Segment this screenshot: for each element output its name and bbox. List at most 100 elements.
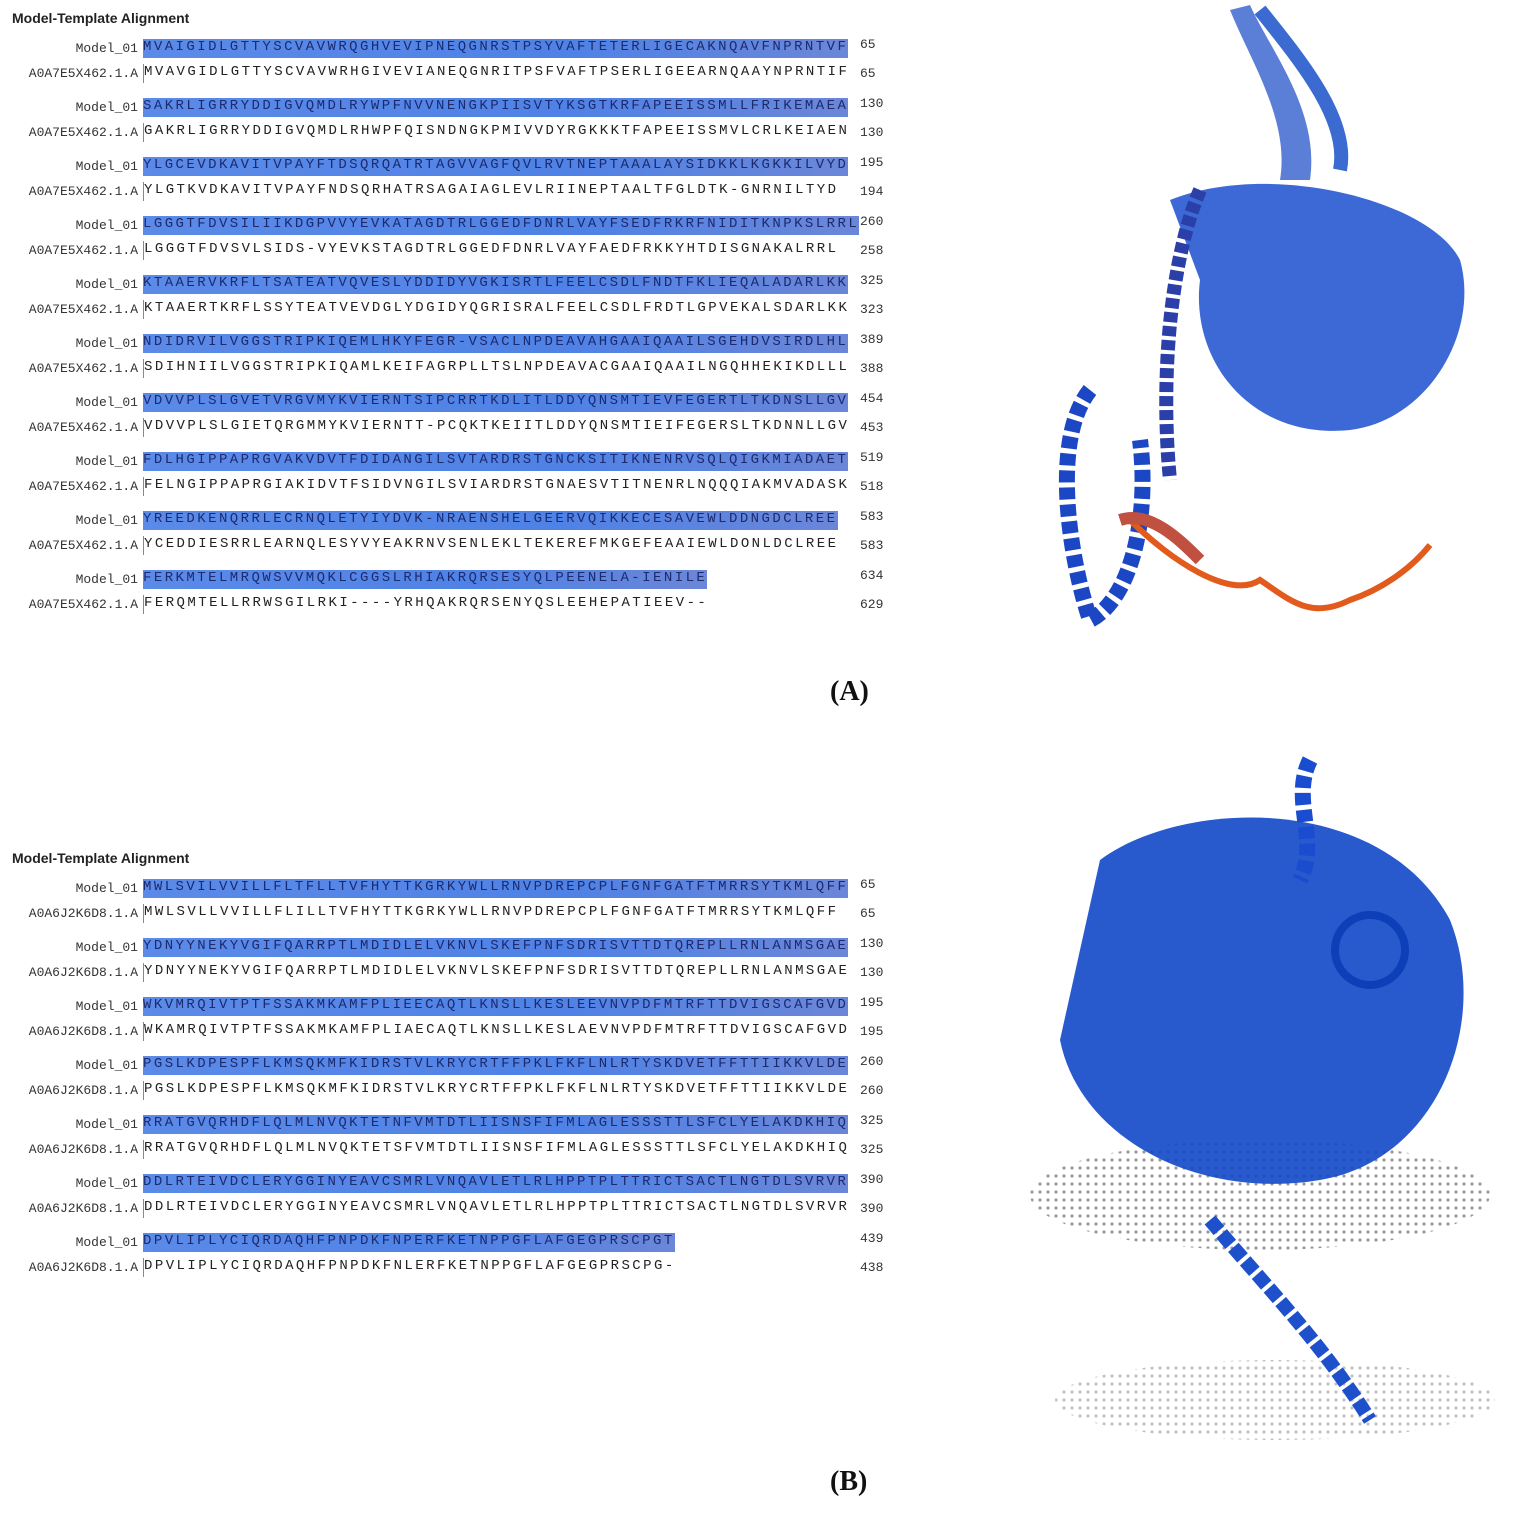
model-sequence: MWLSVILVVILLFLTFLLTVFHYTTKGRKYWLLRNVPDRE… xyxy=(143,879,849,898)
model-sequence: FDLHGIPPAPRGVAKVDVTFDIDANGILSVTARDRSTGNC… xyxy=(143,452,849,471)
template-name: A0A7E5X462.1.A xyxy=(28,479,138,494)
template-name: A0A6J2K6D8.1.A xyxy=(28,1201,138,1216)
template-end: 388 xyxy=(860,361,884,376)
model-name: Model_01 xyxy=(75,999,138,1014)
template-end: 260 xyxy=(860,1083,884,1098)
model-sequence: YREEDKENQRRLECRNQLETYIYDVK-NRAENSHELGEER… xyxy=(143,511,838,530)
model-end: 195 xyxy=(860,155,884,170)
template-name: A0A7E5X462.1.A xyxy=(28,597,138,612)
model-end: 130 xyxy=(860,936,884,951)
model-sequence: YDNYYNEKYVGIFQARRPTLMDIDLELVKNVLSKEFPNFS… xyxy=(143,938,849,957)
protein-structure-b xyxy=(1030,756,1495,1440)
model-name: Model_01 xyxy=(75,1058,138,1073)
template-end: 438 xyxy=(860,1260,884,1275)
model-sequence: YLGCEVDKAVITVPAYFTDSQRQATRTAGVVAGFQVLRVT… xyxy=(143,157,849,176)
model-sequence: DDLRTEIVDCLERYGGINYEAVCSMRLVNQAVLETLRLHP… xyxy=(143,1174,849,1193)
template-name: A0A7E5X462.1.A xyxy=(28,538,138,553)
model-name: Model_01 xyxy=(75,159,138,174)
template-name: A0A6J2K6D8.1.A xyxy=(28,1260,138,1275)
model-end: 325 xyxy=(860,273,884,288)
template-end: 323 xyxy=(860,302,884,317)
template-sequence: MWLSVLLVVILLFLILLTVFHYTTKGRKYWLLRNVPDREP… xyxy=(143,904,839,923)
template-sequence: LGGGTFDVSVLSIDS-VYEVKSTAGDTRLGGEDFDNRLVA… xyxy=(143,241,839,260)
template-sequence: KTAAERTKRFLSSYTEATVEVDGLYDGIDYQGRISRALFE… xyxy=(143,300,849,319)
template-name: A0A6J2K6D8.1.A xyxy=(28,1142,138,1157)
model-end: 65 xyxy=(860,37,876,52)
template-sequence: MVAVGIDLGTTYSCVAVWRHGIVEVIANEQGNRITPSFVA… xyxy=(143,64,849,83)
panel-label: (B) xyxy=(830,1466,868,1497)
model-sequence: PGSLKDPESPFLKMSQKMFKIDRSTVLKRYCRTFFPKLFK… xyxy=(143,1056,849,1075)
model-sequence: VDVVPLSLGVETVRGVMYKVIERNTSIPCRRTKDLITLDD… xyxy=(143,393,849,412)
template-name: A0A7E5X462.1.A xyxy=(28,420,138,435)
model-name: Model_01 xyxy=(75,41,138,56)
template-end: 194 xyxy=(860,184,884,199)
template-name: A0A7E5X462.1.A xyxy=(28,184,138,199)
template-name: A0A6J2K6D8.1.A xyxy=(28,906,138,921)
template-sequence: DDLRTEIVDCLERYGGINYEAVCSMRLVNQAVLETLRLHP… xyxy=(143,1199,849,1218)
model-end: 389 xyxy=(860,332,884,347)
model-sequence: DPVLIPLYCIQRDAQHFPNPDKFNPERFKETNPPGFLAFG… xyxy=(143,1233,675,1252)
model-sequence: RRATGVQRHDFLQLMLNVQKTETNFVMTDTLIISNSFIFM… xyxy=(143,1115,849,1134)
template-sequence: GAKRLIGRRYDDIGVQMDLRHWPFQISNDNGKPMIVVDYR… xyxy=(143,123,849,142)
template-name: A0A7E5X462.1.A xyxy=(28,125,138,140)
template-end: 258 xyxy=(860,243,884,258)
template-end: 583 xyxy=(860,538,884,553)
model-end: 130 xyxy=(860,96,884,111)
model-name: Model_01 xyxy=(75,881,138,896)
model-name: Model_01 xyxy=(75,513,138,528)
template-end: 453 xyxy=(860,420,884,435)
model-name: Model_01 xyxy=(75,454,138,469)
template-end: 130 xyxy=(860,965,884,980)
model-end: 195 xyxy=(860,995,884,1010)
model-sequence: LGGGTFDVSILIIKDGPVVYEVKATAGDTRLGGEDFDNRL… xyxy=(143,216,860,235)
template-name: A0A6J2K6D8.1.A xyxy=(28,1024,138,1039)
template-end: 325 xyxy=(860,1142,884,1157)
template-end: 195 xyxy=(860,1024,884,1039)
template-sequence: YLGTKVDKAVITVPAYFNDSQRHATRSAGAIAGLEVLRII… xyxy=(143,182,839,201)
template-end: 65 xyxy=(860,906,876,921)
panel-title: Model-Template Alignment xyxy=(12,10,190,26)
model-sequence: FERKMTELMRQWSVVMQKLCGGSLRHIAKRQRSESYQLPE… xyxy=(143,570,708,589)
model-sequence: WKVMRQIVTPTFSSAKMKAMFPLIEECAQTLKNSLLKESL… xyxy=(143,997,849,1016)
template-name: A0A6J2K6D8.1.A xyxy=(28,965,138,980)
template-end: 629 xyxy=(860,597,884,612)
model-end: 65 xyxy=(860,877,876,892)
template-end: 390 xyxy=(860,1201,884,1216)
template-sequence: FELNGIPPAPRGIAKIDVTFSIDVNGILSVIARDRSTGNA… xyxy=(143,477,849,496)
template-sequence: YDNYYNEKYVGIFQARRPTLMDIDLELVKNVLSKEFPNFS… xyxy=(143,963,849,982)
template-name: A0A6J2K6D8.1.A xyxy=(28,1083,138,1098)
model-name: Model_01 xyxy=(75,1117,138,1132)
model-sequence: SAKRLIGRRYDDIGVQMDLRYWPFNVVNENGKPIISVTYK… xyxy=(143,98,849,117)
model-name: Model_01 xyxy=(75,395,138,410)
model-end: 454 xyxy=(860,391,884,406)
template-sequence: WKAMRQIVTPTFSSAKMKAMFPLIAECAQTLKNSLLKESL… xyxy=(143,1022,849,1041)
template-end: 518 xyxy=(860,479,884,494)
model-end: 439 xyxy=(860,1231,884,1246)
template-sequence: FERQMTELLRRWSGILRKI----YRHQAKRQRSENYQSLE… xyxy=(143,595,708,614)
model-end: 634 xyxy=(860,568,884,583)
template-sequence: PGSLKDPESPFLKMSQKMFKIDRSTVLKRYCRTFFPKLFK… xyxy=(143,1081,849,1100)
model-name: Model_01 xyxy=(75,572,138,587)
model-name: Model_01 xyxy=(75,1176,138,1191)
panel-label: (A) xyxy=(830,676,869,707)
model-name: Model_01 xyxy=(75,218,138,233)
model-name: Model_01 xyxy=(75,277,138,292)
model-name: Model_01 xyxy=(75,100,138,115)
template-name: A0A7E5X462.1.A xyxy=(28,66,138,81)
model-name: Model_01 xyxy=(75,1235,138,1250)
model-sequence: NDIDRVILVGGSTRIPKIQEMLHKYFEGR-VSACLNPDEA… xyxy=(143,334,849,353)
template-name: A0A7E5X462.1.A xyxy=(28,302,138,317)
model-end: 260 xyxy=(860,214,884,229)
template-end: 65 xyxy=(860,66,876,81)
template-name: A0A7E5X462.1.A xyxy=(28,243,138,258)
template-name: A0A7E5X462.1.A xyxy=(28,361,138,376)
template-end: 130 xyxy=(860,125,884,140)
model-name: Model_01 xyxy=(75,940,138,955)
model-end: 583 xyxy=(860,509,884,524)
model-end: 519 xyxy=(860,450,884,465)
template-sequence: YCEDDIESRRLEARNQLESYVYEAKRNVSENLEKLTEKER… xyxy=(143,536,839,555)
template-sequence: SDIHNIILVGGSTRIPKIQAMLKEIFAGRPLLTSLNPDEA… xyxy=(143,359,849,378)
model-sequence: MVAIGIDLGTTYSCVAVWRQGHVEVIPNEQGNRSTPSYVA… xyxy=(143,39,849,58)
template-sequence: VDVVPLSLGIETQRGMMYKVIERNTT-PCQKTKEIITLDD… xyxy=(143,418,849,437)
